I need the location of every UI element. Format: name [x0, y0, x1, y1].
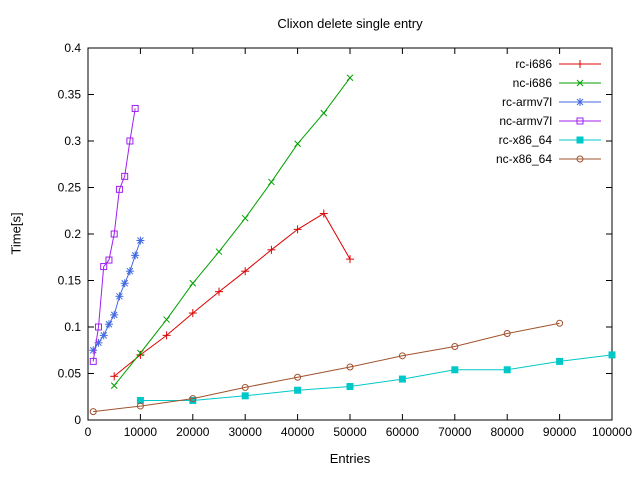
- x-tick-label: 30000: [229, 425, 263, 439]
- y-tick-label: 0.2: [64, 227, 81, 241]
- series-nc-x86_64: [89, 319, 564, 416]
- x-tick-label: 90000: [543, 425, 577, 439]
- legend-entry-rc-armv7l: rc-armv7l: [502, 95, 601, 109]
- x-tick-label: 20000: [176, 425, 210, 439]
- x-tick-label: 70000: [438, 425, 472, 439]
- legend-label: nc-x86_64: [496, 152, 552, 166]
- legend-label: rc-i686: [515, 57, 552, 71]
- y-tick-label: 0.05: [58, 367, 82, 381]
- x-axis-label: Entries: [329, 451, 371, 466]
- x-tick-label: 60000: [386, 425, 420, 439]
- x-tick-label: 80000: [491, 425, 525, 439]
- y-tick-label: 0.35: [58, 88, 82, 102]
- axes: 0 10000 20000 30000 40000 50000 60000 70000 8000…: [58, 41, 633, 439]
- x-tick-label: 40000: [281, 425, 315, 439]
- series-rc-i686: [110, 209, 354, 381]
- y-tick-label: 0.15: [58, 274, 82, 288]
- y-tick-label: 0.3: [64, 134, 81, 148]
- x-tick-label: 0: [85, 425, 92, 439]
- series-rc-x86_64: [136, 351, 616, 404]
- y-tick-label: 0.1: [64, 320, 81, 334]
- x-tick-label: 50000: [333, 425, 367, 439]
- legend-label: rc-armv7l: [502, 95, 552, 109]
- series-nc-armv7l: [89, 104, 139, 365]
- legend: rc-i686 nc-i686 rc-armv7l nc-armv7l rc-x86_6…: [496, 57, 601, 166]
- legend-entry-rc-i686: rc-i686: [515, 57, 601, 71]
- legend-entry-nc-i686: nc-i686: [513, 76, 601, 90]
- legend-entry-rc-x86_64: rc-x86_64: [499, 133, 601, 147]
- y-tick-label: 0.25: [58, 181, 82, 195]
- x-tick-label: 100000: [592, 425, 632, 439]
- series-nc-i686: [110, 74, 354, 389]
- chart-title: Clixon delete single entry: [277, 16, 423, 31]
- y-tick-label: 0.4: [64, 41, 81, 55]
- legend-label: rc-x86_64: [499, 133, 553, 147]
- legend-label: nc-armv7l: [499, 114, 552, 128]
- x-tick-label: 10000: [124, 425, 158, 439]
- y-tick-label: 0: [74, 413, 81, 427]
- legend-entry-nc-armv7l: nc-armv7l: [499, 114, 601, 128]
- legend-entry-nc-x86_64: nc-x86_64: [496, 152, 601, 166]
- legend-label: nc-i686: [513, 76, 553, 90]
